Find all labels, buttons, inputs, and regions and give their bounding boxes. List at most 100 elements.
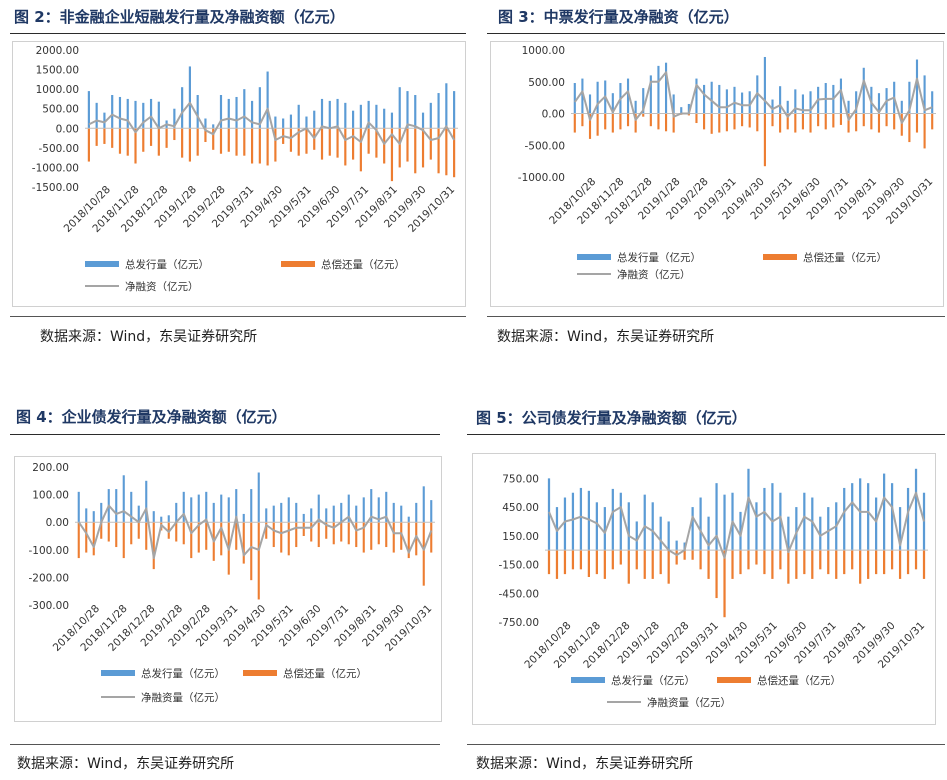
issue-bar: [344, 102, 347, 129]
issue-bar: [779, 86, 782, 114]
issue-bar: [220, 494, 223, 523]
repay-bar: [634, 113, 637, 133]
issue-bar: [398, 87, 401, 129]
issue-bar: [710, 81, 713, 114]
issue-bar: [383, 108, 386, 129]
issue-bar: [145, 480, 148, 523]
repay-bar: [227, 128, 230, 152]
legend-swatch-repay: [243, 670, 277, 676]
issue-bar: [325, 508, 328, 523]
repay-bar: [390, 128, 394, 182]
source-text: 数据来源：Wind，东吴证券研究所: [17, 756, 235, 772]
issue-bar: [313, 110, 316, 129]
repay-bar: [212, 128, 215, 150]
repay-bar: [336, 128, 339, 158]
repay-bar: [115, 522, 118, 548]
legend-label-repay: 总偿还量（亿元）: [283, 667, 367, 680]
panel-title: 图 5：公司债发行量及净融资额（亿元）: [476, 409, 747, 427]
issue-bar: [627, 502, 630, 551]
repay-bar: [347, 522, 350, 545]
title-divider: [467, 434, 945, 435]
issue-bar: [695, 78, 698, 114]
issue-bar: [392, 502, 395, 523]
legend-label-repay: 总偿还量（亿元）: [321, 258, 405, 271]
issue-bar: [152, 511, 155, 523]
repay-bar: [763, 113, 766, 167]
repay-bar: [157, 128, 160, 156]
repay-bar: [325, 522, 328, 539]
issue-bar: [359, 104, 362, 129]
repay-bar: [835, 550, 838, 579]
repay-bar: [859, 550, 862, 584]
issue-bar: [657, 65, 660, 114]
repay-bar: [196, 128, 199, 156]
repay-bar: [809, 113, 812, 133]
repay-bar: [611, 113, 614, 133]
issue-bar: [923, 75, 926, 114]
issue-bar: [280, 502, 283, 523]
repay-bar: [258, 128, 261, 164]
issue-bar: [882, 473, 886, 551]
repay-bar: [453, 128, 456, 178]
repay-bar: [134, 128, 137, 164]
repay-bar: [649, 113, 652, 127]
issue-bar: [588, 94, 592, 114]
repay-bar: [915, 113, 919, 133]
repay-bar: [787, 550, 790, 584]
repay-bar: [596, 113, 599, 136]
repay-bar: [786, 113, 789, 130]
repay-bar: [130, 522, 133, 545]
issue-bar: [235, 489, 238, 523]
issue-bar: [847, 100, 850, 114]
issue-bar: [827, 507, 830, 551]
issue-bar: [95, 102, 98, 129]
repay-bar: [266, 128, 269, 166]
issue-bar: [437, 93, 440, 129]
net-financing-line: [573, 71, 933, 124]
repay-bar: [429, 128, 432, 160]
repay-bar: [718, 113, 721, 133]
issue-bar: [715, 483, 718, 551]
repay-bar: [619, 550, 622, 565]
issue-bar: [672, 94, 675, 114]
repay-bar: [627, 550, 630, 584]
issue-bar: [87, 91, 90, 129]
repay-bar: [855, 113, 858, 132]
y-tick-label: -500.00: [38, 143, 79, 155]
legend-label-issue: 总发行量（亿元）: [125, 258, 209, 271]
source-text: 数据来源：Wind，东吴证券研究所: [497, 329, 715, 345]
repay-bar: [890, 550, 894, 570]
issue-bar: [725, 89, 728, 114]
issue-bar: [900, 100, 903, 114]
repay-bar: [385, 522, 388, 548]
issue-bar: [295, 502, 298, 523]
legend-label-net: 净融资量（亿元）: [141, 691, 225, 704]
issue-bar: [282, 118, 285, 129]
repay-bar: [421, 128, 425, 168]
repay-bar: [92, 522, 95, 556]
repay-bar: [664, 113, 668, 132]
y-tick-label: 500.00: [528, 77, 565, 89]
issue-bar: [265, 508, 268, 523]
issue-bar: [100, 502, 103, 523]
source-text: 数据来源：Wind，东吴证券研究所: [40, 329, 258, 345]
legend-swatch-issue: [571, 677, 605, 683]
repay-bar: [87, 128, 90, 162]
title-divider: [10, 434, 440, 435]
issue-bar: [908, 81, 911, 114]
chart-area: 200.00 100.00 0.00 -100.00 -200.00 -300.00 201…: [14, 456, 442, 722]
panel-title: 图 3：中票发行量及净融资（亿元）: [498, 8, 739, 26]
repay-bar: [152, 522, 155, 570]
issue-bar: [691, 507, 694, 551]
issue-bar: [332, 505, 335, 523]
issue-bar: [803, 492, 806, 551]
legend-label-net: 净融资量（亿元）: [647, 696, 731, 709]
issue-bar: [875, 497, 878, 551]
y-tick-label: -1500.00: [32, 182, 79, 194]
repay-bar: [832, 113, 835, 128]
repay-bar: [257, 522, 260, 600]
issue-bar: [390, 112, 394, 129]
y-tick-label: 0.00: [56, 123, 79, 135]
issue-bar: [839, 78, 843, 114]
issue-bar: [250, 489, 253, 523]
